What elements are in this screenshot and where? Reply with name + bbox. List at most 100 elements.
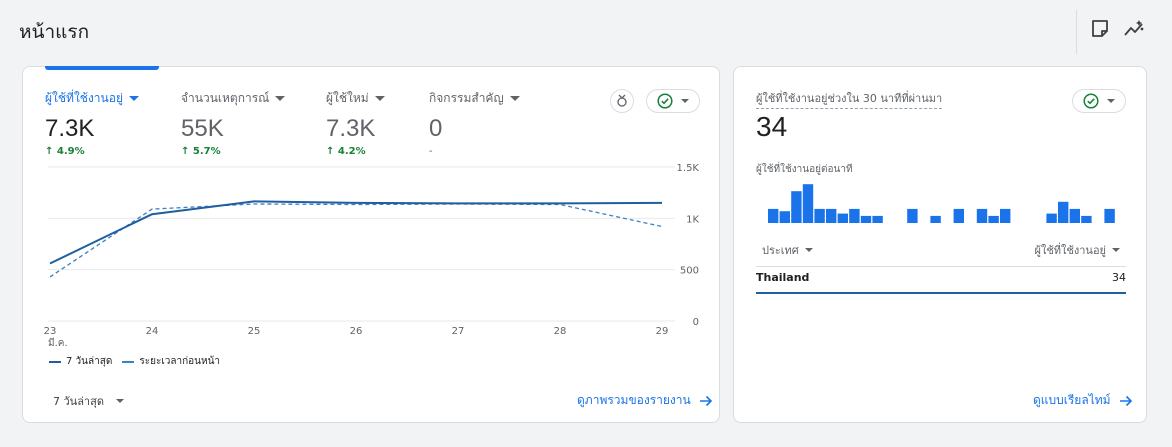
view-report-link[interactable]: ดูภาพรวมของรายงาน — [577, 391, 713, 410]
y-tick-label: 1K — [686, 214, 699, 225]
metric-change: - — [429, 146, 433, 157]
note-icon[interactable] — [1088, 17, 1112, 41]
arrow-right-icon — [699, 395, 712, 406]
y-tick-label: 500 — [680, 266, 699, 277]
metric-label: ผู้ใช้ใหม่ — [326, 91, 369, 105]
metric-active-users[interactable]: ผู้ใช้ที่ใช้งานอยู่ 7.3K ↑ 4.9% — [45, 89, 139, 157]
per-minute-bar — [1058, 201, 1069, 223]
legend-label: ระยะเวลาก่อนหน้า — [139, 356, 221, 367]
x-tick-label: 24 — [146, 326, 159, 337]
metric-value: 0 — [429, 115, 443, 142]
per-minute-bar — [826, 208, 837, 223]
y-tick-label: 0 — [693, 317, 699, 328]
per-minute-bar — [779, 211, 790, 223]
per-minute-bar — [802, 184, 814, 223]
overview-card: ผู้ใช้ที่ใช้งานอยู่ 7.3K ↑ 4.9% จำนวนเหต… — [22, 66, 720, 423]
per-minute-bar — [1081, 215, 1092, 223]
insights-icon[interactable] — [1122, 17, 1146, 41]
realtime-value: 34 — [756, 111, 788, 142]
column-country-header[interactable]: ประเทศ — [762, 241, 813, 259]
per-minute-bar — [1069, 208, 1080, 223]
view-realtime-link[interactable]: ดูแบบเรียลไทม์ — [1033, 391, 1133, 410]
status-dropdown[interactable] — [646, 89, 700, 113]
trend-chart: 0 500 1K 1.5K 23 24 25 26 27 28 29 มี.ค. — [23, 157, 721, 347]
x-tick-label: 29 — [656, 326, 669, 337]
caret-down-icon — [275, 96, 286, 101]
legend-dashed-line-icon — [122, 360, 135, 363]
date-range-select[interactable]: 7 วันล่าสุด — [53, 392, 124, 410]
realtime-label: ผู้ใช้ที่ใช้งานอยู่ช่วงใน 30 นาทีที่ผ่าน… — [756, 89, 943, 109]
per-minute-bar — [791, 191, 802, 223]
per-minute-bar — [837, 213, 848, 223]
per-minute-label: ผู้ใช้ที่ใช้งานอยู่ต่อนาที — [756, 164, 853, 175]
caret-down-icon — [129, 96, 139, 101]
users-cell: 34 — [1112, 271, 1126, 284]
caret-down-icon — [1107, 99, 1115, 103]
caret-down-icon — [115, 399, 124, 403]
metric-key-events[interactable]: กิจกรรมสำคัญ 0 - — [429, 89, 520, 157]
column-users-header[interactable]: ผู้ใช้ที่ใช้งานอยู่ — [1035, 241, 1120, 259]
country-cell: Thailand — [756, 271, 810, 284]
legend-solid-line-icon — [49, 360, 61, 363]
x-tick-label: 26 — [350, 326, 363, 337]
status-dropdown[interactable] — [1072, 89, 1126, 113]
metric-label: กิจกรรมสำคัญ — [429, 91, 504, 105]
table-row: Thailand 34 — [756, 271, 1126, 289]
caret-down-icon — [509, 96, 520, 101]
metric-label: จำนวนเหตุการณ์ — [181, 91, 270, 105]
caret-down-icon — [1112, 248, 1120, 252]
metric-value: 7.3K — [326, 115, 376, 142]
check-circle-icon — [1083, 93, 1099, 109]
row-share-bar — [756, 292, 1126, 294]
x-tick-label: 27 — [452, 326, 465, 337]
metric-change: ↑ 4.9% — [45, 146, 85, 157]
x-month-label: มี.ค. — [48, 337, 68, 347]
date-range-label: 7 วันล่าสุด — [53, 395, 104, 408]
realtime-table-header: ประเทศ ผู้ใช้ที่ใช้งานอยู่ — [756, 241, 1126, 261]
caret-down-icon — [374, 96, 385, 101]
caret-down-icon — [804, 248, 813, 252]
column-label: ประเทศ — [762, 244, 799, 257]
x-tick-label: 28 — [554, 326, 567, 337]
view-realtime-label: ดูแบบเรียลไทม์ — [1033, 393, 1111, 407]
series-current-line — [49, 200, 663, 265]
metric-change: ↑ 4.2% — [326, 146, 366, 157]
top-divider — [1076, 10, 1077, 54]
legend-item-current: 7 วันล่าสุด — [49, 354, 112, 369]
metric-value: 7.3K — [45, 115, 95, 142]
page-title: หน้าแรก — [19, 21, 90, 43]
metric-change: ↑ 5.7% — [181, 146, 221, 157]
trend-chart-svg: 0 500 1K 1.5K 23 24 25 26 27 28 29 มี.ค. — [44, 163, 700, 347]
insight-badge-icon[interactable] — [610, 89, 634, 113]
chart-legend: 7 วันล่าสุด ระยะเวลาก่อนหน้า — [49, 354, 220, 369]
per-minute-bar — [768, 208, 779, 223]
per-minute-bar — [872, 215, 883, 223]
active-tab-indicator — [45, 66, 159, 70]
x-tick-label: 23 — [44, 326, 57, 337]
table-divider — [756, 266, 1126, 267]
per-minute-bar — [988, 215, 999, 223]
y-tick-label: 1.5K — [677, 163, 700, 174]
caret-down-icon — [681, 99, 689, 103]
per-minute-bar — [907, 208, 918, 223]
x-tick-label: 25 — [248, 326, 261, 337]
metric-new-users[interactable]: ผู้ใช้ใหม่ 7.3K ↑ 4.2% — [326, 89, 385, 157]
series-previous-line — [49, 203, 663, 278]
per-minute-bar — [849, 208, 860, 223]
per-minute-bar — [814, 208, 825, 223]
metric-event-count[interactable]: จำนวนเหตุการณ์ 55K ↑ 5.7% — [181, 89, 286, 157]
per-minute-bar — [1046, 213, 1057, 223]
legend-label: 7 วันล่าสุด — [66, 356, 113, 367]
arrow-right-icon — [1119, 395, 1132, 406]
per-minute-bar — [860, 215, 872, 223]
per-minute-bar — [930, 215, 941, 223]
per-minute-bar — [1104, 208, 1115, 223]
check-circle-icon — [657, 93, 673, 109]
per-minute-bar — [953, 208, 964, 223]
realtime-card: ผู้ใช้ที่ใช้งานอยู่ช่วงใน 30 นาทีที่ผ่าน… — [733, 66, 1147, 423]
metric-value: 55K — [181, 115, 224, 142]
per-minute-bar — [976, 208, 988, 223]
view-report-label: ดูภาพรวมของรายงาน — [577, 393, 691, 407]
per-minute-bar-chart — [768, 184, 1115, 223]
metric-label: ผู้ใช้ที่ใช้งานอยู่ — [45, 91, 123, 105]
